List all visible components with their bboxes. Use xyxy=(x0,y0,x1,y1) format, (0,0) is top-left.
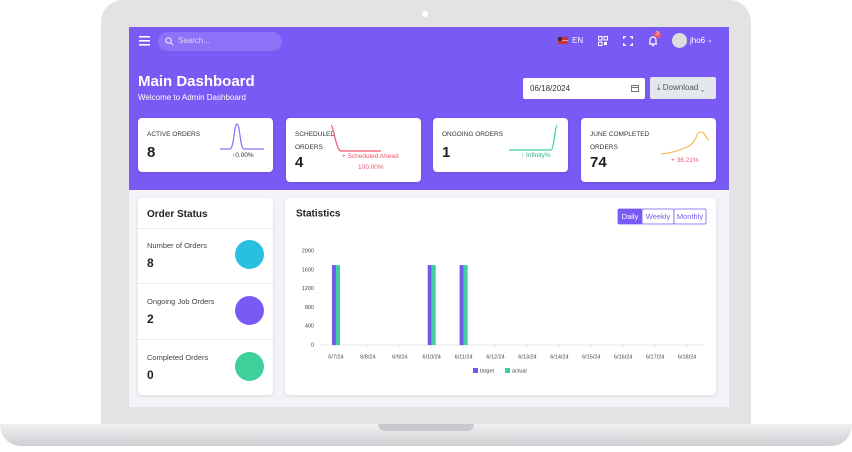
x-tick-label: 6/18/24 xyxy=(678,354,696,360)
x-tick-label: 6/10/24 xyxy=(423,354,441,360)
card-value: 74 xyxy=(590,154,607,171)
status-label: Ongoing Job Orders xyxy=(147,297,215,306)
x-tick-label: 6/12/24 xyxy=(486,354,504,360)
bar xyxy=(459,265,464,345)
x-tick-label: 6/13/24 xyxy=(518,354,536,360)
page-title: Main Dashboard xyxy=(138,73,255,90)
x-tick-label: 6/9/24 xyxy=(392,354,407,360)
divider xyxy=(138,339,273,340)
card-label: ONGOING ORDERS xyxy=(442,131,504,138)
card-label: JUNE COMPLETED ORDERS xyxy=(590,131,650,151)
status-label: Number of Orders xyxy=(147,241,208,250)
menu-button[interactable] xyxy=(139,36,151,46)
card-change: + Scheduled Ahead xyxy=(342,153,399,160)
statistics-panel: Statistics Daily Weekly Monthly 0 400 800 1200… xyxy=(285,198,716,395)
status-icon xyxy=(235,296,264,325)
x-tick-label: 6/8/24 xyxy=(360,354,375,360)
chart: Statistics Daily Weekly Monthly 0 400 800 1200… xyxy=(296,208,707,374)
legend-label: actual xyxy=(512,368,527,374)
date-value: 06/18/2024 xyxy=(530,84,571,93)
bar xyxy=(431,265,436,345)
bar xyxy=(335,265,340,345)
y-tick-label: 0 xyxy=(311,342,314,348)
card-change-value: 100.00% xyxy=(358,164,384,171)
sparkline xyxy=(509,124,558,151)
tab-label[interactable]: Monthly xyxy=(677,212,704,221)
page-subtitle: Welcome to Admin Dashboard xyxy=(138,93,246,102)
camera xyxy=(422,11,428,17)
tab-label[interactable]: Daily xyxy=(622,212,639,221)
username[interactable]: jho6 xyxy=(690,36,706,45)
x-tick-label: 6/17/24 xyxy=(646,354,664,360)
bar xyxy=(427,265,432,345)
chart-title: Statistics xyxy=(296,209,341,220)
sparkline xyxy=(220,123,264,150)
x-tick-label: 6/16/24 xyxy=(614,354,632,360)
calendar-icon xyxy=(631,85,639,92)
order-status-panel: Order Status Number of Orders 8 Ongoing … xyxy=(138,198,273,395)
bell-icon[interactable] xyxy=(647,35,659,47)
stat-card: ACTIVE ORDERS 8 ↑0.00% xyxy=(138,118,273,172)
laptop-notch xyxy=(378,424,474,431)
card-value: 1 xyxy=(442,144,451,161)
screen: Search... EN 3 jho6 ⌄ Main Dashboard Wel… xyxy=(129,27,729,407)
sparkline xyxy=(331,124,381,152)
panel-title: Order Status xyxy=(147,209,208,220)
legend-swatch xyxy=(505,368,510,373)
x-tick-label: 6/11/24 xyxy=(455,354,473,360)
status-icon xyxy=(235,352,264,381)
stat-card: JUNE COMPLETED ORDERS 74 + 36.21% xyxy=(581,118,716,182)
search-icon xyxy=(165,37,174,46)
flag xyxy=(558,37,568,44)
x-tick-label: 6/15/24 xyxy=(582,354,600,360)
card-change: ↑ Infinity% xyxy=(521,152,551,159)
search-placeholder: Search... xyxy=(178,36,211,45)
y-tick-label: 2000 xyxy=(302,248,314,254)
status-label: Completed Orders xyxy=(147,353,209,362)
y-tick-label: 800 xyxy=(305,305,314,311)
divider xyxy=(138,283,273,284)
bar xyxy=(463,265,468,345)
download-text: Download xyxy=(662,83,699,92)
divider xyxy=(138,228,273,229)
y-tick-label: 400 xyxy=(305,324,314,330)
download-button[interactable]: ⤓ Download ⌄ xyxy=(650,77,716,99)
x-tick-label: 6/14/24 xyxy=(550,354,568,360)
card-label: SCHEDULED ORDERS xyxy=(295,131,336,151)
y-tick-label: 1200 xyxy=(302,286,314,292)
card-label: ACTIVE ORDERS xyxy=(147,131,201,138)
card-change: + 36.21% xyxy=(671,157,699,164)
status-value: 2 xyxy=(147,312,154,326)
card-change: ↑0.00% xyxy=(232,152,254,159)
status-value: 0 xyxy=(147,368,154,382)
search-box[interactable]: Search... xyxy=(158,32,282,51)
language[interactable]: EN xyxy=(572,36,584,45)
card-value: 4 xyxy=(295,154,304,171)
legend-swatch xyxy=(473,368,478,373)
user-caret: ⌄ xyxy=(707,37,713,44)
tab-label[interactable]: Weekly xyxy=(646,212,671,221)
y-tick-label: 1600 xyxy=(302,267,314,273)
status-icon xyxy=(235,240,264,269)
date-input[interactable]: 06/18/2024 xyxy=(523,78,645,99)
legend-label: target xyxy=(480,368,495,374)
notification-badge: 3 xyxy=(654,31,661,38)
stat-card: ONGOING ORDERS 1 ↑ Infinity% xyxy=(433,118,568,172)
download-label: ⤓ Download ⌄ xyxy=(657,83,705,92)
x-tick-label: 6/7/24 xyxy=(328,354,343,360)
bar xyxy=(331,265,336,345)
stat-card: SCHEDULED ORDERS 4 + Scheduled Ahead 100… xyxy=(286,118,421,182)
laptop-base xyxy=(0,424,852,446)
avatar[interactable] xyxy=(672,33,687,48)
fullscreen-icon[interactable] xyxy=(623,36,633,46)
tab[interactable] xyxy=(673,208,707,225)
qr-icon[interactable] xyxy=(598,36,608,46)
status-value: 8 xyxy=(147,256,154,270)
sparkline xyxy=(661,131,709,155)
card-value: 8 xyxy=(147,144,156,161)
